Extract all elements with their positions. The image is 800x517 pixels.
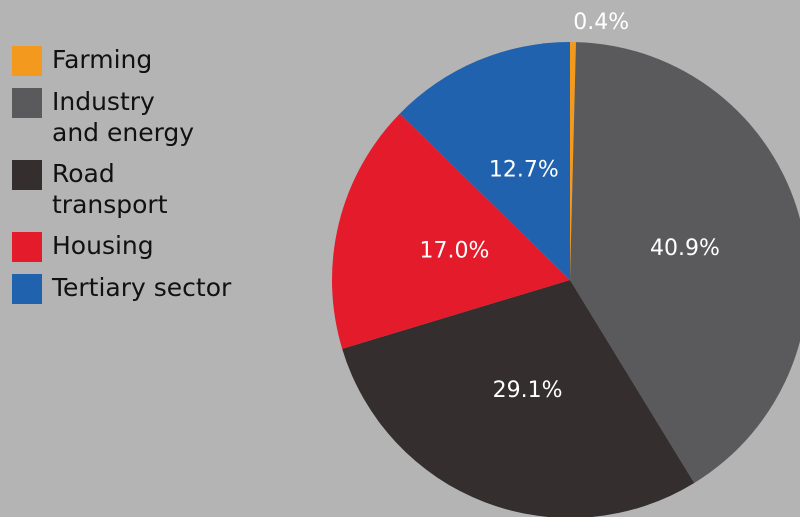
legend-label: Industry and energy — [52, 87, 195, 147]
legend-item: Tertiary sector — [12, 272, 231, 304]
pie-slice — [570, 42, 576, 280]
legend-label: Farming — [52, 45, 153, 74]
pie-slice — [342, 280, 695, 517]
value-label: 17.0% — [419, 239, 489, 264]
legend-item: Industry and energy — [12, 86, 231, 148]
legend-label: Housing — [52, 231, 154, 260]
legend-label: Tertiary sector — [52, 273, 232, 302]
legend-item: Road transport — [12, 158, 231, 220]
pie-slice — [570, 42, 800, 483]
legend-swatch — [12, 232, 42, 262]
value-label: 29.1% — [493, 378, 563, 403]
legend-item: Housing — [12, 230, 231, 262]
pie-slice — [399, 42, 570, 280]
value-label: 40.9% — [650, 236, 720, 261]
legend-label: Road transport — [52, 159, 168, 219]
value-label: 0.4% — [573, 10, 629, 35]
pie-slice — [332, 113, 570, 349]
legend-swatch — [12, 46, 42, 76]
legend-item: Farming — [12, 44, 231, 76]
legend-swatch — [12, 274, 42, 304]
value-label: 12.7% — [489, 157, 559, 182]
legend-swatch — [12, 160, 42, 190]
legend-swatch — [12, 88, 42, 118]
legend: Farming Industry and energy Road transport… — [12, 44, 231, 314]
